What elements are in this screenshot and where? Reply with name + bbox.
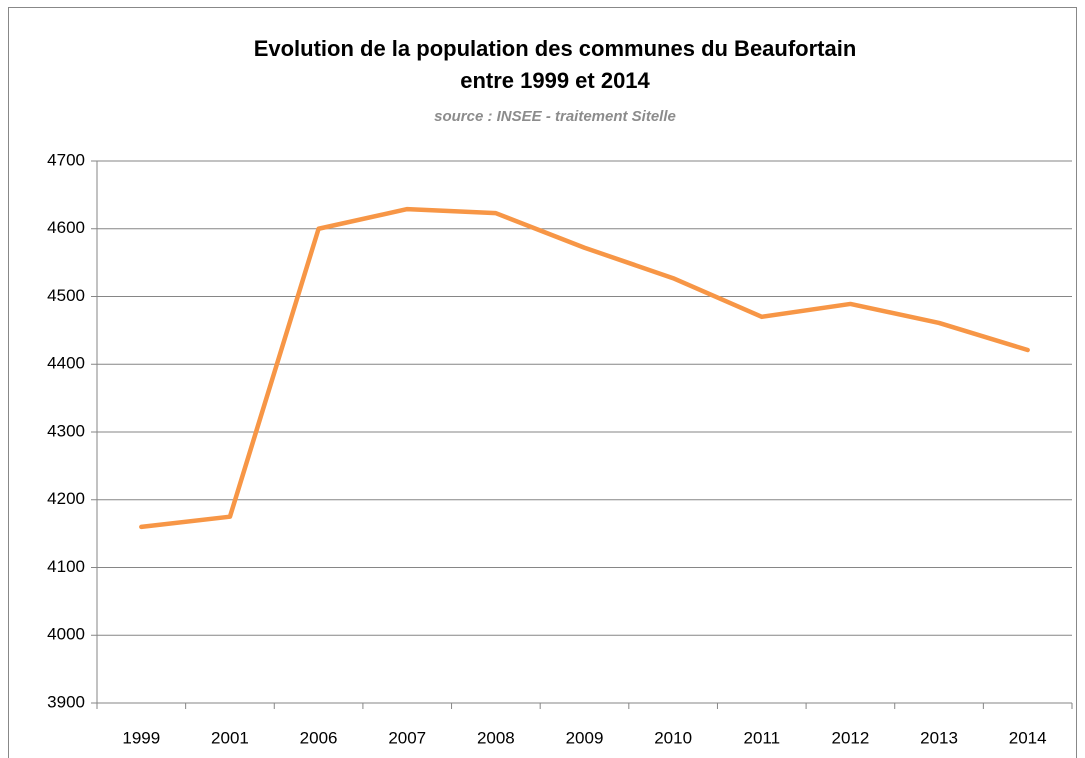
chart-subtitle: source : INSEE - traitement Sitelle (434, 108, 676, 125)
x-tick-label: 1999 (122, 728, 160, 747)
x-tick-label: 2010 (654, 728, 692, 747)
x-tick-label: 2008 (477, 728, 515, 747)
y-tick-label: 4100 (47, 557, 85, 576)
x-tick-label: 2006 (300, 728, 338, 747)
y-tick-label: 4400 (47, 354, 85, 373)
x-tick-label: 2013 (920, 728, 958, 747)
y-tick-label: 4300 (47, 421, 85, 440)
y-tick-label: 4200 (47, 489, 85, 508)
chart-frame (8, 7, 1077, 758)
x-tick-label: 2009 (566, 728, 604, 747)
x-tick-label: 2014 (1009, 728, 1047, 747)
x-tick-label: 2001 (211, 728, 249, 747)
y-tick-label: 4500 (47, 286, 85, 305)
x-tick-label: 2007 (388, 728, 426, 747)
chart-title: entre 1999 et 2014 (460, 68, 650, 93)
x-tick-label: 2011 (743, 728, 780, 747)
x-tick-label: 2012 (831, 728, 869, 747)
chart-title: Evolution de la population des communes … (254, 36, 857, 61)
y-tick-label: 4700 (47, 150, 85, 169)
line-series (139, 206, 1030, 530)
y-tick-label: 4600 (47, 218, 85, 237)
y-tick-label: 3900 (47, 692, 85, 711)
y-tick-label: 4000 (47, 625, 85, 644)
